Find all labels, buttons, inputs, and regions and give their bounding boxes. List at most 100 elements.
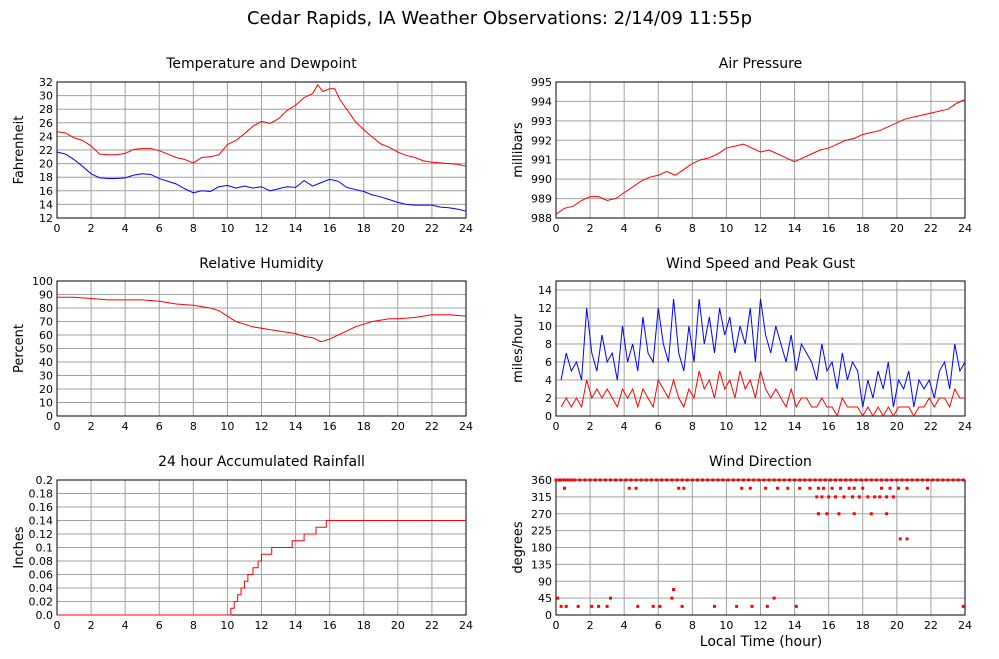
direction-point <box>808 486 812 490</box>
direction-point <box>905 486 909 490</box>
direction-point <box>740 486 744 490</box>
y-tick-label: 0.16 <box>29 501 54 514</box>
x-tick-label: 22 <box>924 619 938 632</box>
direction-point <box>787 478 791 482</box>
direction-point <box>946 478 950 482</box>
direction-point <box>564 604 568 608</box>
x-tick-label: 20 <box>391 420 405 433</box>
direction-point <box>905 537 909 541</box>
chart-title: Air Pressure <box>719 56 802 72</box>
direction-point <box>842 495 846 499</box>
direction-point <box>772 596 776 600</box>
x-tick-label: 10 <box>220 619 234 632</box>
y-tick-label: 90 <box>538 575 552 588</box>
direction-point <box>849 478 853 482</box>
x-tick-label: 4 <box>122 222 129 235</box>
direction-point <box>563 486 567 490</box>
x-tick-label: 10 <box>220 222 234 235</box>
y-axis-label: Fahrenheit <box>12 116 27 185</box>
x-tick-label: 18 <box>357 222 371 235</box>
y-tick-label: 60 <box>39 329 53 342</box>
x-tick-label: 18 <box>357 420 371 433</box>
x-tick-label: 6 <box>156 420 163 433</box>
direction-point <box>879 478 883 482</box>
series-line-1 <box>555 99 966 215</box>
y-tick-label: 0.08 <box>29 555 54 568</box>
x-tick-label: 18 <box>856 222 870 235</box>
direction-point <box>956 478 960 482</box>
x-tick-label: 18 <box>856 619 870 632</box>
x-tick-label: 18 <box>856 420 870 433</box>
y-tick-label: 24 <box>39 130 53 143</box>
direction-point <box>634 478 638 482</box>
direction-point <box>578 478 582 482</box>
direction-point <box>828 478 832 482</box>
x-tick-label: 0 <box>553 222 560 235</box>
x-tick-label: 2 <box>88 222 95 235</box>
direction-point <box>961 478 965 482</box>
direction-point <box>885 495 889 499</box>
x-tick-label: 8 <box>190 222 197 235</box>
direction-point <box>757 478 761 482</box>
direction-point <box>878 495 882 499</box>
x-tick-label: 0 <box>553 420 560 433</box>
y-tick-label: 4 <box>545 374 552 387</box>
direction-point <box>690 478 694 482</box>
y-tick-label: 0.0 <box>36 609 54 622</box>
direction-point <box>609 596 613 600</box>
y-tick-label: 16 <box>39 185 53 198</box>
direction-point <box>629 478 633 482</box>
direction-point <box>750 604 754 608</box>
y-tick-label: 18 <box>39 171 53 184</box>
direction-point <box>706 478 710 482</box>
x-tick-label: 24 <box>958 619 972 632</box>
direction-point <box>736 478 740 482</box>
direction-point <box>603 478 607 482</box>
direction-point <box>820 495 824 499</box>
direction-point <box>857 495 861 499</box>
x-tick-label: 2 <box>587 222 594 235</box>
x-tick-label: 16 <box>822 222 836 235</box>
direction-point <box>619 478 623 482</box>
direction-point <box>747 478 751 482</box>
direction-point <box>685 478 689 482</box>
y-tick-label: 22 <box>39 144 53 157</box>
x-tick-label: 4 <box>122 420 129 433</box>
direction-point <box>614 478 618 482</box>
direction-point <box>813 478 817 482</box>
direction-point <box>590 604 594 608</box>
y-tick-label: 40 <box>39 356 53 369</box>
direction-point <box>627 486 631 490</box>
direction-point <box>752 478 756 482</box>
direction-point <box>837 512 841 516</box>
direction-point <box>711 478 715 482</box>
series-line-1 <box>56 83 467 167</box>
y-tick-label: 315 <box>531 491 552 504</box>
x-tick-label: 22 <box>425 420 439 433</box>
y-tick-label: 90 <box>39 289 53 302</box>
x-tick-label: 14 <box>289 619 303 632</box>
x-tick-label: 24 <box>459 619 473 632</box>
chart-title: Relative Humidity <box>199 256 323 272</box>
x-tick-label: 8 <box>190 619 197 632</box>
plot-frame <box>555 81 966 219</box>
direction-point <box>748 486 752 490</box>
direction-point <box>895 478 899 482</box>
direction-point <box>660 478 664 482</box>
series-line-1 <box>560 298 966 408</box>
x-axis-label: Local Time (hour) <box>699 634 823 650</box>
direction-point <box>576 604 580 608</box>
plot-frame <box>555 479 966 616</box>
direction-point <box>815 495 819 499</box>
x-tick-label: 8 <box>689 619 696 632</box>
y-axis-label: Percent <box>12 324 27 373</box>
direction-point <box>636 604 640 608</box>
y-tick-label: 28 <box>39 103 53 116</box>
direction-point <box>874 478 878 482</box>
direction-point <box>695 478 699 482</box>
y-tick-label: 995 <box>531 76 552 89</box>
